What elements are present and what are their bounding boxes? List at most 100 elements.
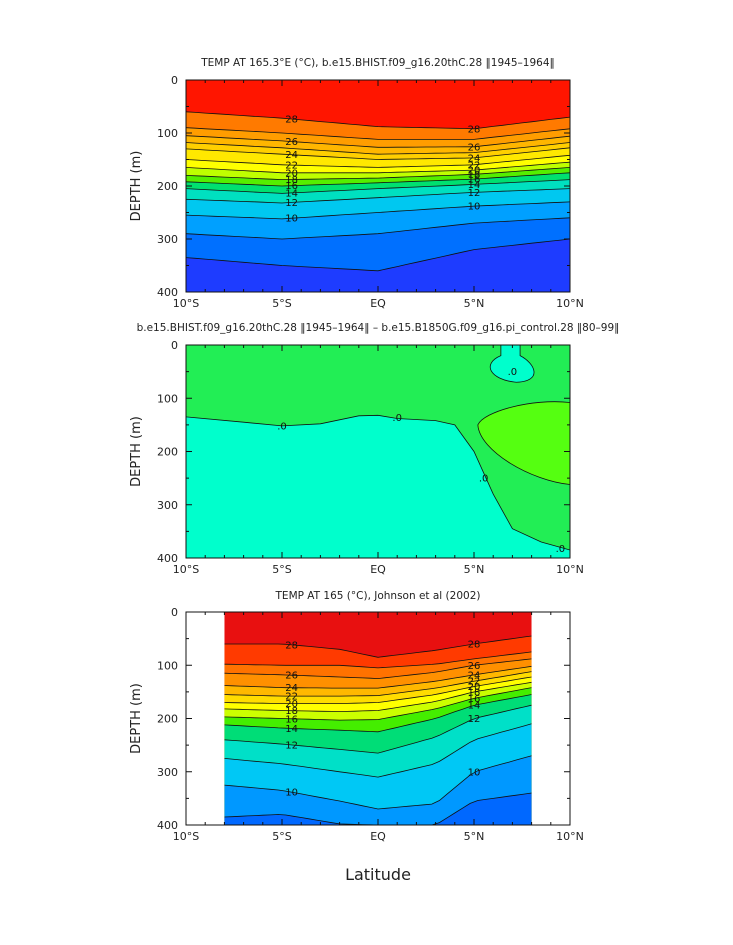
contour-line-26 bbox=[186, 135, 570, 148]
y-tick-label: 100 bbox=[157, 127, 178, 140]
contour-label-28: 28 bbox=[285, 115, 298, 126]
contour-line-12 bbox=[224, 704, 532, 754]
contour-line-8 bbox=[186, 238, 570, 272]
contour-label-26: 26 bbox=[468, 142, 481, 153]
contour-label-26: 26 bbox=[285, 137, 298, 148]
contour-label: .0 bbox=[556, 544, 566, 555]
contour-label-16: 16 bbox=[468, 694, 481, 705]
y-tick-label: 0 bbox=[171, 606, 178, 619]
contour-fill-8 bbox=[186, 239, 570, 292]
contour-label-28: 28 bbox=[468, 639, 481, 650]
region-upper-positive bbox=[186, 345, 570, 550]
contour-line-10 bbox=[224, 755, 532, 810]
contour-fill-10 bbox=[224, 755, 532, 825]
y-axis-label: DEPTH (m) bbox=[129, 416, 144, 487]
y-tick-label: 300 bbox=[157, 766, 178, 779]
x-axis-label: Latitude bbox=[345, 865, 411, 884]
contour-label: .0 bbox=[479, 474, 489, 485]
contour-label-12: 12 bbox=[468, 714, 481, 725]
contour-line-18 bbox=[224, 681, 532, 713]
panel-2: .0 .0 .0 .0 .0 10°S 5°S EQ 5°N 10°N 0 100 200 300 400 b… bbox=[129, 322, 619, 576]
contour-line-20 bbox=[186, 161, 570, 174]
contour-label-16: 16 bbox=[468, 175, 481, 186]
contour-fill-9 bbox=[224, 793, 532, 825]
contour-label-28: 28 bbox=[285, 640, 298, 651]
contour-label-14: 14 bbox=[285, 724, 298, 735]
panel-title: b.e15.BHIST.f09_g16.20thC.28 ‖1945–1964‖… bbox=[137, 322, 620, 334]
y-tick-label: 100 bbox=[157, 659, 178, 672]
contour-label-10: 10 bbox=[285, 214, 298, 225]
contour-label-10: 10 bbox=[468, 767, 481, 778]
contour-label-16: 16 bbox=[285, 714, 298, 725]
contour-label-16: 16 bbox=[285, 181, 298, 192]
x-tick-label: 5°S bbox=[272, 297, 291, 310]
x-tick-label: 10°S bbox=[173, 297, 199, 310]
y-tick-label: 0 bbox=[171, 74, 178, 87]
x-tick-label: 10°N bbox=[556, 563, 584, 576]
contour-label-18: 18 bbox=[285, 175, 298, 186]
contour-label-24: 24 bbox=[468, 153, 481, 164]
contour-line-9 bbox=[224, 792, 532, 825]
contour-label-24: 24 bbox=[285, 683, 298, 694]
y-tick-label: 200 bbox=[157, 446, 178, 459]
region-near-zero-bubble bbox=[489, 345, 535, 383]
contour-line-11 bbox=[224, 723, 532, 778]
x-tick-label: 5°S bbox=[272, 830, 291, 843]
zero-contour-line bbox=[186, 414, 570, 551]
contour-label-18: 18 bbox=[468, 687, 481, 698]
y-tick-label: 200 bbox=[157, 180, 178, 193]
contour-label-14: 14 bbox=[468, 180, 481, 191]
y-axis-label: DEPTH (m) bbox=[129, 683, 144, 754]
contour-line-27 bbox=[224, 651, 532, 669]
contour-label-22: 22 bbox=[285, 161, 298, 172]
y-tick-label: 400 bbox=[157, 552, 178, 565]
contour-label-22: 22 bbox=[468, 677, 481, 688]
x-tick-label: 5°N bbox=[464, 563, 485, 576]
contour-label-18: 18 bbox=[468, 170, 481, 181]
contour-label-10: 10 bbox=[285, 788, 298, 799]
contour-label-26: 26 bbox=[468, 661, 481, 672]
y-tick-label: 0 bbox=[171, 339, 178, 352]
y-tick-label: 100 bbox=[157, 392, 178, 405]
x-tick-label: EQ bbox=[370, 830, 386, 843]
x-tick-label: 5°N bbox=[464, 297, 485, 310]
contour-line-12 bbox=[186, 188, 570, 204]
contour-line-16 bbox=[224, 687, 532, 721]
contour-line-18 bbox=[186, 167, 570, 181]
y-tick-label: 400 bbox=[157, 819, 178, 832]
contour-label-12: 12 bbox=[285, 740, 298, 751]
contour-line-14 bbox=[224, 694, 532, 733]
contour-label-14: 14 bbox=[285, 188, 298, 199]
contour-label-10: 10 bbox=[468, 202, 481, 213]
contour-label-20: 20 bbox=[285, 699, 298, 710]
contour-label-20: 20 bbox=[468, 682, 481, 693]
x-tick-label: 5°S bbox=[272, 563, 291, 576]
contour-label: .0 bbox=[277, 421, 287, 432]
contour-line-10 bbox=[186, 201, 570, 220]
x-tick-label: 10°S bbox=[173, 830, 199, 843]
panel-title: TEMP AT 165.3°E (°C), b.e15.BHIST.f09_g1… bbox=[200, 57, 555, 69]
contour-label-20: 20 bbox=[285, 168, 298, 179]
contour-line-24 bbox=[186, 147, 570, 160]
contour-line-9 bbox=[186, 217, 570, 240]
contour-line-27 bbox=[186, 127, 570, 140]
x-tick-label: EQ bbox=[370, 563, 386, 576]
contour-label-22: 22 bbox=[285, 692, 298, 703]
contour-line-28 bbox=[224, 635, 532, 658]
contour-label-20: 20 bbox=[468, 166, 481, 177]
contour-label-14: 14 bbox=[468, 701, 481, 712]
contour-line-24 bbox=[224, 665, 532, 689]
panel-3: 28 28262624242222202018181616141412121010… bbox=[129, 590, 584, 843]
x-tick-label: 10°N bbox=[556, 830, 584, 843]
contour-label-24: 24 bbox=[468, 670, 481, 681]
contour-label-18: 18 bbox=[285, 706, 298, 717]
contour-label-28: 28 bbox=[468, 124, 481, 135]
contour-line-14 bbox=[186, 179, 570, 194]
region-north-positive-lobe bbox=[477, 401, 570, 485]
x-tick-label: 10°S bbox=[173, 563, 199, 576]
contour-label-22: 22 bbox=[468, 160, 481, 171]
